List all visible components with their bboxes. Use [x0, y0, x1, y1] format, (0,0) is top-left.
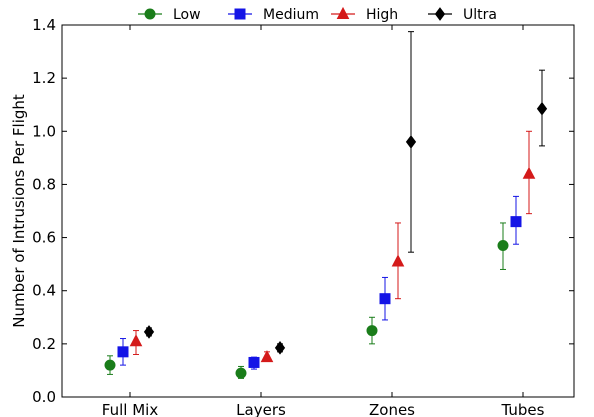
y-tick-label: 0.2	[32, 335, 56, 353]
legend-marker	[144, 8, 156, 20]
x-tick-label: Full Mix	[102, 401, 159, 417]
data-point	[117, 346, 129, 358]
legend-item-ultra: Ultra	[428, 7, 497, 23]
series-high	[129, 130, 536, 363]
data-point	[366, 325, 378, 337]
series-medium	[117, 195, 522, 370]
data-marks	[104, 31, 548, 379]
x-axis-ticks: Full Mix Layers Zones Tubes	[102, 25, 545, 417]
data-point	[260, 350, 274, 363]
data-point	[497, 240, 509, 252]
x-tick-label: Zones	[369, 401, 415, 417]
y-axis-ticks: 0.0 0.2 0.4 0.6 0.8 1.0 1.2 1.4	[32, 16, 574, 406]
y-tick-label: 0.6	[32, 229, 56, 247]
legend-item-high: High	[331, 6, 398, 23]
legend-marker	[434, 7, 446, 21]
data-point	[536, 101, 548, 116]
x-tick-label: Tubes	[501, 401, 545, 417]
y-tick-label: 1.0	[32, 122, 56, 140]
data-point	[379, 293, 391, 305]
x-tick-label: Layers	[236, 401, 286, 417]
data-point	[391, 254, 405, 267]
legend-label: Ultra	[463, 7, 497, 23]
data-point	[235, 367, 247, 379]
data-point	[143, 325, 155, 339]
y-axis-title: Number of Intrusions Per Flight	[10, 94, 28, 328]
data-point	[248, 356, 260, 368]
data-point	[510, 216, 522, 228]
plot-frame	[61, 24, 575, 398]
series-ultra	[143, 31, 548, 355]
y-tick-label: 0.8	[32, 175, 56, 193]
legend-marker	[234, 8, 246, 20]
y-tick-label: 0.4	[32, 282, 56, 300]
legend-label: High	[366, 7, 398, 23]
y-tick-label: 1.4	[32, 16, 56, 34]
data-point	[274, 341, 286, 355]
legend: Low Medium High Ultra	[138, 6, 497, 23]
y-tick-label: 1.2	[32, 69, 56, 87]
legend-item-medium: Medium	[228, 7, 319, 23]
series-low	[104, 222, 509, 379]
data-point	[129, 334, 143, 347]
legend-item-low: Low	[138, 7, 201, 23]
data-point	[522, 166, 536, 179]
legend-marker	[336, 6, 350, 19]
data-point	[104, 359, 116, 371]
legend-label: Low	[173, 7, 201, 23]
y-tick-label: 0.0	[32, 388, 56, 406]
data-point	[405, 135, 417, 149]
legend-label: Medium	[263, 7, 319, 23]
